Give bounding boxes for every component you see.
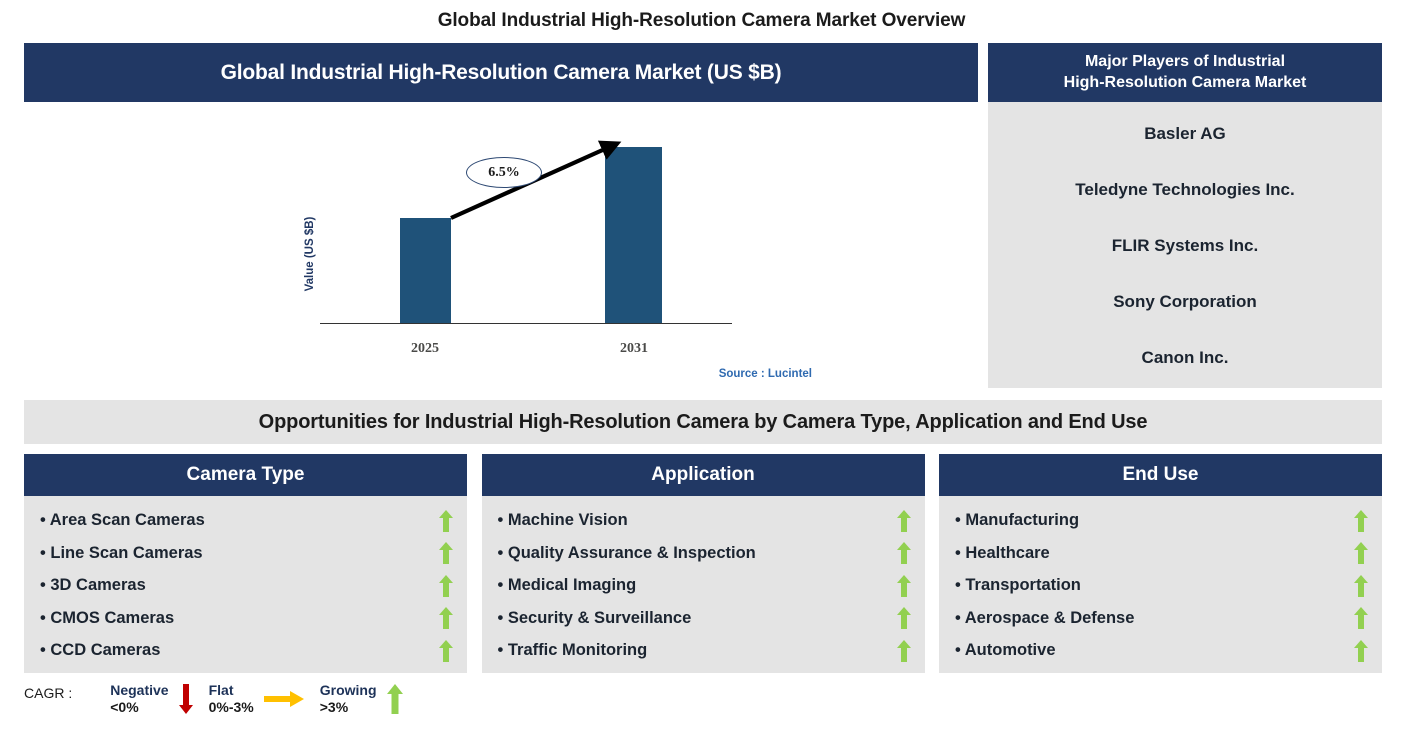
list-item-label: • Manufacturing [955,511,1080,530]
list-item: Sony Corporation [1113,292,1257,311]
legend-flat-range: 0%-3% [208,699,254,716]
legend-flat-name: Flat [208,682,234,698]
list-item-label: • Healthcare [955,543,1050,562]
column-body: • Machine Vision • Quality Assurance & I… [481,495,925,673]
major-players-header: Major Players of Industrial High-Resolut… [988,43,1382,102]
arrow-up-icon [1354,639,1368,662]
arrow-up-icon [1354,509,1368,532]
legend-flat-text: Flat 0%-3% [209,682,254,716]
bar-2025 [400,218,451,323]
arrow-up-icon [1354,607,1368,630]
column-body: • Manufacturing • Healthcare • Transport… [939,495,1382,673]
list-item: • Transportation [939,570,1382,603]
market-chart-body: Value (US $B) 6.5% 2025 2031 So [24,102,978,388]
list-item-label: • Aerospace & Defense [955,608,1135,627]
arrow-up-icon [1354,542,1368,565]
list-item: • CCD Cameras [24,635,467,668]
x-tick-2031: 2031 [620,341,648,356]
source-label: Source : Lucintel [718,368,812,380]
page-title: Global Industrial High-Resolution Camera… [437,10,966,31]
arrow-up-icon [896,542,911,565]
legend-item-flat: Flat 0%-3% [209,682,314,716]
arrow-up-icon [439,639,453,662]
arrow-up-icon [439,542,453,565]
cagr-bubble: 6.5% [466,157,542,188]
list-item: • Manufacturing [939,505,1382,538]
legend-negative-text: Negative <0% [110,682,168,716]
list-item-label: • Security & Surveillance [497,608,692,627]
arrow-up-icon [896,607,911,630]
list-item-label: • Traffic Monitoring [497,641,648,660]
column-camera-type: Camera Type • Area Scan Cameras • Line S… [24,454,467,673]
list-item-label: • CMOS Cameras [40,608,175,627]
list-item-label: • Area Scan Cameras [40,511,205,530]
legend-growing-range: >3% [319,699,349,716]
column-body: • Area Scan Cameras • Line Scan Cameras … [24,495,467,673]
column-header: Camera Type [24,454,467,496]
arrow-down-icon [178,684,193,715]
column-header: Application [481,454,925,496]
list-item: • Line Scan Cameras [24,537,467,570]
list-item-label: • Transportation [955,576,1081,595]
opportunity-columns: Camera Type • Area Scan Cameras • Line S… [24,454,1382,673]
arrow-up-icon [439,574,453,597]
list-item: • Quality Assurance & Inspection [482,537,925,570]
column-header: End Use [939,454,1382,496]
list-item-label: • 3D Cameras [40,576,146,595]
bar-2031 [605,147,662,323]
market-chart-panel: Global Industrial High-Resolution Camera… [24,43,978,388]
list-item: • Automotive [939,635,1382,668]
arrow-up-icon [1354,574,1368,597]
list-item-label: • Line Scan Cameras [40,543,203,562]
list-item: • Area Scan Cameras [24,505,467,538]
arrow-up-icon [439,607,453,630]
major-players-list: Basler AG Teledyne Technologies Inc. FLI… [988,102,1382,388]
major-players-header-line1: Major Players of Industrial [1084,53,1286,71]
list-item: FLIR Systems Inc. [1111,236,1259,255]
y-axis-label: Value (US $B) [304,216,316,292]
arrow-right-icon [263,691,304,708]
arrow-up-icon [386,684,403,715]
list-item-label: • Medical Imaging [497,576,637,595]
list-item: • 3D Cameras [24,570,467,603]
market-chart-header: Global Industrial High-Resolution Camera… [24,43,978,102]
legend-item-growing: Growing >3% [320,682,413,716]
legend-item-negative: Negative <0% [110,682,202,716]
x-tick-2025: 2025 [411,341,439,356]
list-item-label: • Automotive [955,641,1056,660]
arrow-up-icon [439,509,453,532]
cagr-legend: CAGR : Negative <0% Flat 0%-3% Growing >… [24,682,419,727]
list-item: • CMOS Cameras [24,602,467,635]
opportunities-banner: Opportunities for Industrial High-Resolu… [24,400,1382,444]
list-item: • Aerospace & Defense [939,602,1382,635]
legend-negative-range: <0% [110,699,139,716]
major-players-panel: Major Players of Industrial High-Resolut… [988,43,1382,388]
major-players-header-line2: High-Resolution Camera Market [1063,73,1307,91]
list-item: Canon Inc. [1141,348,1229,367]
list-item: Teledyne Technologies Inc. [1075,180,1295,199]
list-item-label: • Machine Vision [497,511,628,530]
legend-growing-text: Growing >3% [320,682,377,716]
list-item: • Traffic Monitoring [482,635,925,668]
list-item: • Medical Imaging [482,570,925,603]
list-item-label: • CCD Cameras [40,641,161,660]
list-item: • Security & Surveillance [482,602,925,635]
x-axis-line [320,322,732,324]
list-item: • Healthcare [939,537,1382,570]
list-item: • Machine Vision [482,505,925,538]
arrow-up-icon [896,639,911,662]
arrow-up-icon [896,574,911,597]
legend-negative-name: Negative [110,682,169,698]
legend-growing-name: Growing [319,682,377,698]
arrow-up-icon [896,509,911,532]
cagr-legend-title: CAGR : [24,685,73,701]
bar-chart-plot: 6.5% 2025 2031 [320,112,732,384]
list-item-label: • Quality Assurance & Inspection [497,543,756,562]
column-application: Application • Machine Vision • Quality A… [481,454,925,673]
column-end-use: End Use • Manufacturing • Healthcare • T… [939,454,1382,673]
list-item: Basler AG [1144,124,1226,143]
